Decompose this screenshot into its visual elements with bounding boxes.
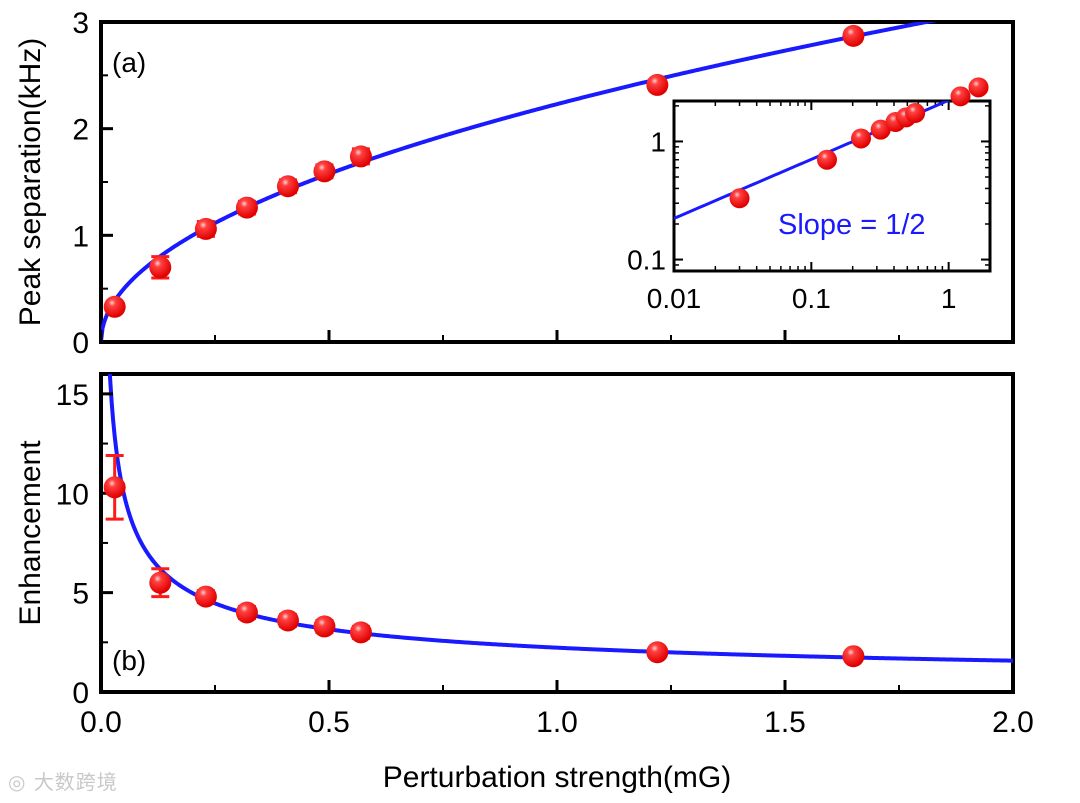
data-marker [235, 601, 258, 624]
inset-data-marker [816, 149, 837, 170]
data-point [149, 567, 172, 599]
data-marker [194, 217, 217, 240]
data-marker [313, 615, 336, 638]
panel-a-x-axis [99, 330, 1015, 342]
data-point [103, 295, 126, 318]
data-marker [313, 160, 336, 183]
inset-x-tick-label: 1 [941, 283, 957, 314]
y-tick-label: 0 [72, 677, 89, 710]
panel-a-y-axis-title: Peak separation(kHz) [14, 38, 47, 326]
inset-data-marker [870, 119, 891, 140]
x-tick-label: 0.5 [308, 706, 350, 739]
inset-axes: 0.01 0.1 1 0.1 1 [627, 101, 991, 314]
inset-frame [672, 99, 992, 273]
x-axis-title: Perturbation strength(mG) [383, 761, 731, 794]
data-point [842, 24, 865, 47]
data-point [349, 145, 372, 168]
data-point [276, 609, 299, 632]
panel-b-label: (b) [112, 645, 146, 676]
inset-data-marker [905, 103, 926, 124]
data-marker [349, 621, 372, 644]
y-tick-label: 0 [72, 327, 89, 360]
inset-data-marker [729, 188, 750, 209]
data-point [194, 585, 217, 608]
panel-b-frame [99, 372, 1015, 694]
inset-x-tick-label: 0.01 [647, 283, 702, 314]
data-marker [276, 609, 299, 632]
panel-b-y-axis: 0 5 10 15 [56, 379, 113, 710]
data-point [313, 160, 336, 183]
data-marker [842, 645, 865, 668]
panel-a-label: (a) [112, 47, 146, 78]
y-tick-label: 15 [56, 379, 89, 412]
watermark-icon: ◎ [8, 770, 27, 794]
y-tick-label: 5 [72, 578, 89, 611]
inset-data-marker [950, 86, 971, 107]
data-marker [194, 585, 217, 608]
x-tick-label: 1.0 [536, 706, 578, 739]
inset-data-points [729, 77, 989, 209]
data-point [149, 255, 172, 280]
x-tick-label: 0.0 [80, 706, 122, 739]
data-point [646, 641, 669, 664]
inset-y-tick-label: 0.1 [627, 245, 666, 276]
data-point [646, 73, 669, 96]
panel-b-x-axis: 0.0 0.5 1.0 1.5 2.0 [80, 680, 1034, 739]
watermark: ◎ 大数跨境 [8, 766, 118, 795]
data-point [103, 453, 126, 521]
data-point [313, 615, 336, 638]
data-point [194, 217, 217, 240]
x-tick-label: 1.5 [764, 706, 806, 739]
x-tick-label: 2.0 [992, 706, 1034, 739]
y-tick-label: 2 [72, 114, 89, 147]
inset-fit-line [674, 101, 951, 220]
inset-data-marker [968, 77, 989, 98]
inset-slope-annotation: Slope = 1/2 [778, 209, 926, 241]
data-point [349, 621, 372, 644]
y-tick-label: 1 [72, 220, 89, 253]
data-marker [276, 175, 299, 198]
data-marker [103, 476, 126, 499]
data-marker [842, 24, 865, 47]
data-marker [646, 641, 669, 664]
data-marker [103, 295, 126, 318]
inset: 0.01 0.1 1 0.1 1 Slope = 1/2 [627, 77, 992, 314]
data-point [235, 196, 258, 219]
data-marker [349, 145, 372, 168]
data-marker [646, 73, 669, 96]
inset-x-tick-label: 0.1 [792, 283, 831, 314]
inset-data-marker [851, 128, 872, 149]
data-marker [149, 256, 172, 279]
y-tick-label: 10 [56, 478, 89, 511]
inset-y-tick-label: 1 [650, 126, 666, 157]
data-point [842, 645, 865, 668]
panel-b: 0 5 10 15 0.0 0.5 1.0 1.5 2.0 (b) Enhancement [14, 372, 1034, 739]
panel-a-data-points [103, 24, 865, 318]
panel-b-data-points [103, 453, 865, 668]
panel-a-y-axis: 0 1 2 3 [72, 7, 113, 360]
data-marker [235, 196, 258, 219]
data-marker [149, 571, 172, 594]
watermark-text: 大数跨境 [33, 770, 118, 794]
data-point [235, 601, 258, 624]
data-point [276, 175, 299, 198]
inset-fit-group [674, 101, 951, 220]
panel-b-y-axis-title: Enhancement [14, 440, 47, 626]
y-tick-label: 3 [72, 7, 89, 40]
